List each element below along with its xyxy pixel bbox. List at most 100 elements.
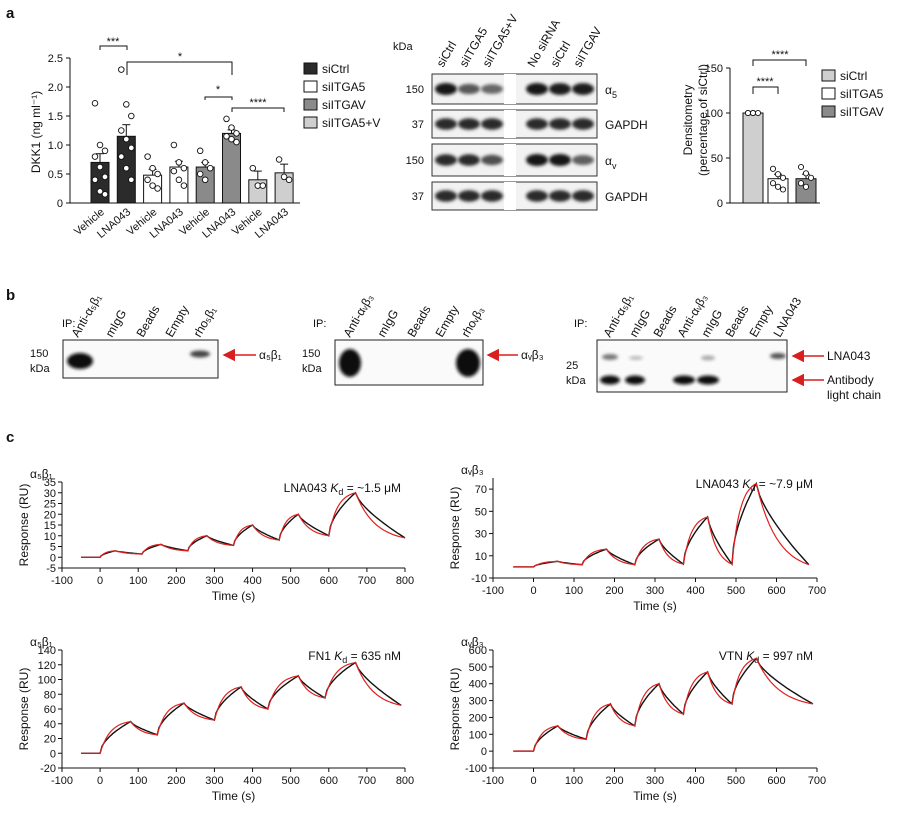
- spr-ytick-label: 50: [475, 506, 487, 518]
- dkk1-point: [101, 147, 109, 155]
- spr-xtick-label: 0: [97, 775, 103, 787]
- blot-band: [526, 154, 548, 166]
- spr-kd-value: = ~7.9 μM: [755, 477, 813, 491]
- spr-ylabel: Response (RU): [448, 487, 462, 570]
- spr-xlabel: Time (s): [212, 589, 256, 603]
- dkk1-point: [149, 164, 156, 172]
- dens-legend-swatch: [821, 105, 836, 118]
- dkk1-bars: [90, 66, 294, 204]
- blot-band: [549, 83, 571, 95]
- spr-xtick-label: -100: [51, 775, 73, 787]
- ip1-mw: 150: [30, 348, 48, 360]
- dens-legend-swatch: [821, 69, 836, 82]
- dkk1-ytick-label: 1.0: [48, 140, 63, 152]
- spr-xtick-label: 700: [808, 585, 826, 597]
- ip-lane-label: Anti-αᵥβ₃: [340, 291, 376, 339]
- blot-band-label: αv: [605, 154, 617, 171]
- spr-xtick-label: 100: [565, 585, 583, 597]
- spr-xtick-label: 100: [565, 775, 583, 787]
- blot-band: [481, 118, 503, 130]
- ip-label-1: IP:: [62, 318, 75, 330]
- blot-band: [458, 83, 480, 95]
- dkk1-point: [180, 182, 188, 189]
- blot-strip-gap: [504, 182, 516, 210]
- spr-kd-label: VTN Kd = 997 nM: [719, 649, 813, 665]
- dens-ytick-label: 0: [717, 198, 723, 210]
- ip-lane-label: mIgG: [374, 307, 401, 339]
- ip-lane-label: Beads: [404, 303, 433, 339]
- spr-ytick-label: 10: [44, 531, 56, 543]
- dkk1-point: [196, 170, 204, 178]
- dkk1-legend-swatch: [303, 62, 318, 75]
- spr-xtick-label: 100: [129, 775, 147, 787]
- spr-ytick-label: 20: [44, 509, 56, 521]
- spr-xtick-label: 300: [205, 775, 223, 787]
- dens-ytick-label: 150: [705, 63, 723, 75]
- spr-ytick-label: 25: [44, 499, 56, 511]
- dkk1-point: [249, 164, 257, 172]
- ip-lane-label: rhoᵥβ₃: [458, 304, 487, 340]
- blot-band: [481, 190, 503, 202]
- dkk1-point: [128, 112, 135, 120]
- dkk1-legend-swatch: [303, 80, 318, 93]
- spr-kd-k: K: [742, 477, 751, 491]
- ip3-band-lc-3: [673, 375, 695, 385]
- ip-lane-label: LNA043: [770, 295, 804, 340]
- dkk1-point: [118, 153, 125, 160]
- spr-xtick-label: 100: [129, 575, 147, 587]
- ip2-arrow-label: αᵥβ₃: [521, 348, 544, 362]
- ip-label-2: IP:: [313, 318, 326, 330]
- dens-point: [779, 174, 787, 181]
- dkk1-bar-chart: DKK1 (ng ml⁻¹) 0 0.5 1.0 1.5 2.0 2.5 VehicleL…: [29, 36, 380, 241]
- dkk1-point: [118, 127, 125, 134]
- ip-lane-label: Empty: [162, 303, 191, 339]
- blot-lane-label: siCtrl: [433, 39, 459, 70]
- blot-band: [549, 154, 571, 166]
- ip3-arrow-label-2b: light chain: [827, 388, 881, 402]
- spr-ytick-label: 30: [475, 529, 487, 541]
- ip2-band-rho: [456, 349, 480, 377]
- spr-kd-label: LNA043 Kd = ~1.5 μM: [284, 481, 401, 497]
- dens-point: [802, 183, 810, 190]
- dkk1-point: [170, 167, 178, 175]
- dkk1-point: [228, 135, 235, 143]
- blot-band: [572, 190, 594, 202]
- sig-4: ****: [249, 97, 267, 109]
- spr-data-trace: [513, 657, 814, 752]
- dkk1-legend: siCtrl siITGA5 siITGAV siITGA5+V: [303, 62, 380, 130]
- dkk1-point: [233, 138, 240, 146]
- dkk1-point: [101, 191, 109, 198]
- spr-xlabel: Time (s): [212, 789, 256, 803]
- spr-ytick-label: 35: [44, 477, 56, 489]
- spr-ytick-label: 120: [38, 660, 56, 672]
- spr-ytick-label: 100: [38, 675, 56, 687]
- spr-xtick-label: 300: [646, 775, 664, 787]
- dkk1-point: [128, 144, 135, 152]
- dkk1-yticks: 0 0.5 1.0 1.5 2.0 2.5: [48, 53, 300, 210]
- spr-ytick-label: 0: [481, 746, 487, 758]
- spr-data-trace: [81, 491, 406, 558]
- blot-strips: 150 α5 37 GAPDH 150 αv 37 GAPDH: [406, 73, 648, 211]
- dkk1-point: [201, 159, 209, 166]
- ip-lane-label: mIgG: [626, 307, 653, 339]
- spr-xtick-label: 700: [808, 775, 826, 787]
- dkk1-point: [196, 147, 204, 155]
- dens-sig-2: ****: [771, 49, 789, 61]
- dkk1-point: [123, 164, 130, 172]
- spr-xtick-label: -100: [51, 575, 73, 587]
- blot-band: [526, 190, 548, 202]
- spr-xtick-label: 200: [167, 575, 185, 587]
- blot-mw-label: 150: [406, 155, 424, 167]
- blot-mw-label: 37: [412, 119, 424, 131]
- dens-legend-label: siITGA5: [840, 87, 884, 101]
- spr-kd-sub: d: [750, 483, 755, 493]
- spr-ytick-label: 500: [469, 662, 487, 674]
- dkk1-point: [123, 135, 130, 143]
- ip2-band-anti: [339, 349, 361, 377]
- spr-ytick-label: 5: [50, 542, 56, 554]
- dens-legend-swatch: [821, 87, 836, 100]
- dens-point: [754, 109, 762, 117]
- spr-xtick-label: 600: [767, 775, 785, 787]
- dkk1-point: [233, 130, 240, 137]
